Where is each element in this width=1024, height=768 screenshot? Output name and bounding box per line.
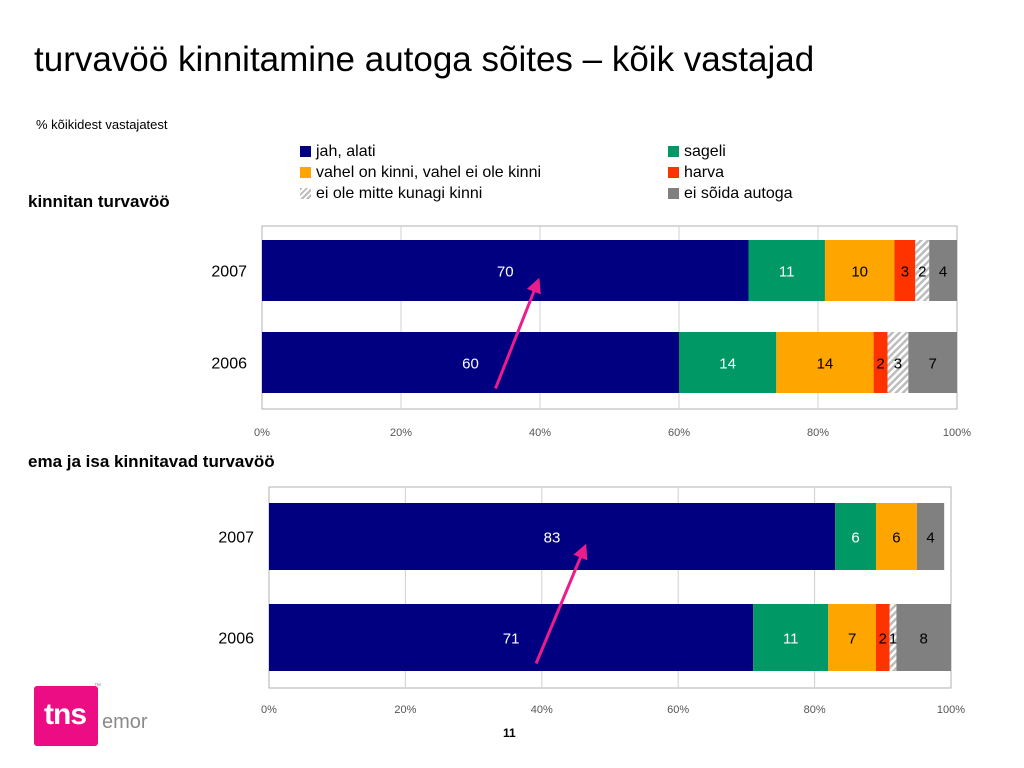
chart-subtitle: % kõikidest vastajatest [36,117,168,132]
bar-segment [679,332,777,393]
legend-item-sageli: sageli [668,141,793,162]
bar-segment [835,503,876,570]
data-label: 10 [851,264,868,281]
legend-label: ei ole mitte kunagi kinni [316,185,483,202]
x-tick-label: 40% [529,427,551,439]
bar-segment [873,332,888,393]
data-label: 70 [497,264,514,281]
data-label: 60 [462,356,479,373]
x-tick-label: 100% [943,427,971,439]
bar-segment [824,240,895,301]
legend-item-vahel: vahel on kinni, vahel ei ole kinni [300,162,541,183]
trend-arrow [534,543,588,665]
bar-segment [915,240,930,301]
legend-right: sageli harva ei sõida autoga [668,141,793,204]
x-tick-label: 80% [807,427,829,439]
bar-segment [896,604,951,671]
data-label: 2 [918,264,926,281]
legend-label: jah, alati [316,143,376,160]
logo-name-text: emor [102,711,148,733]
legend-item-mitte-kunagi: ei ole mitte kunagi kinni [300,183,541,204]
logo-mark-text: tns [44,698,87,731]
legend-item-jah-alati: jah, alati [300,141,541,162]
trend-arrow [494,277,541,390]
data-label: 4 [926,530,934,547]
x-tick-label: 80% [804,704,826,716]
data-label: 71 [503,631,520,648]
data-label: 3 [894,356,902,373]
x-tick-label: 0% [254,427,270,439]
legend-swatch-vahel [300,167,311,178]
legend-label: sageli [684,143,726,160]
legend-swatch-ei-soida [668,188,679,199]
bar-segment [875,604,890,671]
legend-swatch-jah-alati [300,146,311,157]
bar-segment [908,332,957,393]
x-tick-label: 20% [394,704,416,716]
category-label: 2006 [218,631,254,648]
data-label: 6 [892,530,900,547]
data-label: 83 [544,530,561,547]
legend-item-harva: harva [668,162,793,183]
bar-segment [929,240,957,301]
data-label: 11 [783,631,799,648]
data-label: 7 [848,631,856,648]
bar-segment [828,604,876,671]
bar-segment [262,240,749,301]
logo-tm: ™ [94,683,101,690]
category-label: 2007 [218,530,254,547]
chart-2-title: ema ja isa kinnitavad turvavöö [28,452,275,471]
x-tick-label: 0% [261,704,277,716]
category-label: 2006 [211,356,247,373]
data-label: 14 [719,356,736,373]
x-tick-label: 60% [668,427,690,439]
category-label: 2007 [211,264,247,281]
data-label: 7 [929,356,937,373]
x-tick-label: 40% [531,704,553,716]
legend-label: ei sõida autoga [684,185,793,202]
data-label: 14 [817,356,834,373]
bar-segment [269,604,754,671]
data-label: 6 [851,530,859,547]
data-label: 2 [879,631,887,648]
tns-emor-logo [34,686,98,746]
legend-left: jah, alati vahel on kinni, vahel ei ole … [300,141,541,204]
page-title: turvavöö kinnitamine autoga sõites – kõi… [34,40,815,79]
data-label: 1 [889,631,897,648]
bar-segment [916,503,945,570]
data-label: 2 [876,356,884,373]
data-label: 4 [939,264,947,281]
legend-swatch-sageli [668,146,679,157]
bar-segment [748,240,825,301]
bar-segment [889,604,897,671]
bar-segment [269,503,836,570]
x-tick-label: 20% [390,427,412,439]
bar-segment [776,332,874,393]
bar-segment [753,604,829,671]
x-tick-label: 100% [937,704,965,716]
x-tick-label: 60% [667,704,689,716]
data-label: 8 [920,631,928,648]
legend-label: harva [684,164,725,181]
data-label: 3 [901,264,909,281]
chart-1-title: kinnitan turvavöö [28,192,170,211]
bar-segment [894,240,916,301]
legend-label: vahel on kinni, vahel ei ole kinni [316,164,542,181]
legend-item-ei-soida: ei sõida autoga [668,183,793,204]
legend-swatch-harva [668,167,679,178]
bar-segment [262,332,679,393]
bar-segment [875,503,917,570]
bar-segment [887,332,909,393]
legend-swatch-mitte-kunagi [300,188,311,199]
data-label: 11 [779,264,795,281]
page-number: 11 [503,726,516,740]
